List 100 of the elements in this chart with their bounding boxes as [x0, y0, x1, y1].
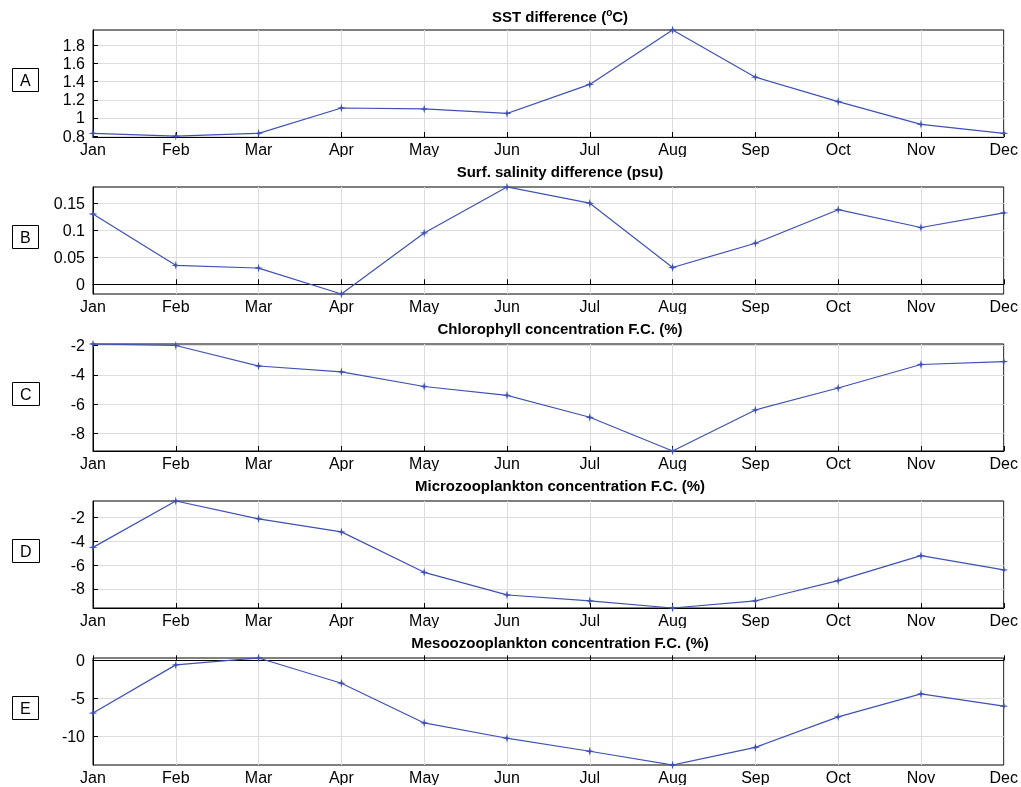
x-tick-label: Sep: [741, 140, 770, 158]
y-tick-label: -6: [70, 556, 86, 574]
point: [833, 383, 843, 393]
point: [336, 527, 346, 537]
y-tick-label: 1.4: [62, 73, 86, 91]
x-tick-label: Mar: [244, 611, 274, 629]
x-tick-label: Oct: [825, 140, 852, 158]
x-tick-label: Jun: [494, 140, 520, 158]
point: [419, 104, 429, 114]
x-tick-label: Mar: [244, 454, 274, 472]
x-tick-label: Aug: [658, 454, 687, 472]
point: [916, 689, 926, 699]
x-tick-label: Feb: [162, 454, 190, 472]
text: A: [20, 71, 31, 89]
x-tick-label: Nov: [906, 454, 936, 472]
chart-title: Surf. salinity difference (psu): [456, 163, 664, 180]
x-tick-label: Jul: [579, 140, 601, 158]
point: [585, 198, 595, 208]
point: [999, 701, 1009, 711]
point: [916, 119, 926, 129]
point: [585, 79, 595, 89]
point: [833, 205, 843, 215]
point: [171, 660, 181, 670]
x-tick-label: Jul: [579, 454, 601, 472]
point: [254, 514, 264, 524]
point: [336, 103, 346, 113]
x-tick-label: Aug: [658, 768, 687, 786]
x-tick-label: Nov: [906, 611, 936, 629]
point: [585, 596, 595, 606]
point: [916, 360, 926, 370]
point: [254, 128, 264, 138]
x-tick-label: Oct: [825, 297, 852, 315]
point: [502, 182, 512, 192]
x-tick-label: Feb: [162, 140, 190, 158]
point: [171, 131, 181, 141]
point: [668, 603, 678, 613]
point: [502, 590, 512, 600]
x-tick-label: Jun: [494, 611, 520, 629]
point: [668, 25, 678, 35]
x-tick-label: Oct: [825, 768, 852, 786]
x-tick-label: Aug: [658, 140, 687, 158]
point: [750, 742, 760, 752]
point: [999, 565, 1009, 575]
x-tick-label: Dec: [989, 454, 1018, 472]
point: [668, 760, 678, 770]
x-tick-label: Feb: [162, 768, 190, 786]
x-tick-label: Jul: [579, 297, 601, 315]
x-tick-label: Mar: [244, 297, 274, 315]
x-tick-label: May: [409, 611, 440, 629]
text: C: [20, 385, 32, 403]
y-tick-label: -4: [70, 366, 86, 384]
point: [999, 208, 1009, 218]
chart-title: Mesoozooplankton concentration F.C. (%): [411, 634, 709, 651]
x-tick-label: May: [409, 454, 440, 472]
y-tick-label: -6: [70, 395, 86, 413]
x-tick-label: Apr: [328, 768, 355, 786]
point: [750, 72, 760, 82]
point: [336, 289, 346, 299]
point: [916, 551, 926, 561]
x-tick-label: May: [409, 297, 440, 315]
point: [585, 746, 595, 756]
y-tick-label: 0.15: [53, 194, 86, 212]
point: [502, 108, 512, 118]
x-tick-label: Feb: [162, 611, 190, 629]
x-tick-label: Sep: [741, 611, 770, 629]
point: [419, 382, 429, 392]
y-tick-label: 0.1: [62, 221, 86, 239]
y-tick-label: 1: [76, 109, 86, 127]
x-tick-label: Apr: [328, 140, 355, 158]
chart-title: Chlorophyll concentration F.C. (%): [437, 320, 683, 337]
x-tick-label: Jun: [494, 297, 520, 315]
point: [419, 228, 429, 238]
x-tick-label: Jan: [80, 768, 106, 786]
point: [502, 733, 512, 743]
y-tick-label: -2: [70, 509, 86, 527]
x-tick-label: Nov: [906, 140, 936, 158]
y-tick-label: -2: [70, 336, 86, 354]
x-tick-label: Oct: [825, 611, 852, 629]
x-tick-label: Jan: [80, 454, 106, 472]
y-tick-label: 1.2: [62, 91, 86, 109]
x-tick-label: Sep: [741, 454, 770, 472]
x-tick-label: Mar: [244, 140, 274, 158]
x-tick-label: Apr: [328, 297, 355, 315]
point: [336, 678, 346, 688]
y-tick-label: -5: [70, 690, 86, 708]
y-tick-label: 0: [76, 275, 86, 293]
x-tick-label: Mar: [244, 768, 274, 786]
y-tick-label: -8: [70, 424, 86, 442]
text: B: [20, 228, 31, 246]
y-tick-label: 0: [76, 651, 86, 669]
point: [585, 412, 595, 422]
point: [419, 567, 429, 577]
y-tick-label: 1.8: [62, 36, 86, 54]
point: [750, 405, 760, 415]
x-tick-label: Dec: [989, 611, 1018, 629]
x-tick-label: Dec: [989, 297, 1018, 315]
x-tick-label: Nov: [906, 297, 936, 315]
y-tick-label: -4: [70, 532, 86, 550]
point: [668, 446, 678, 456]
point: [254, 361, 264, 371]
